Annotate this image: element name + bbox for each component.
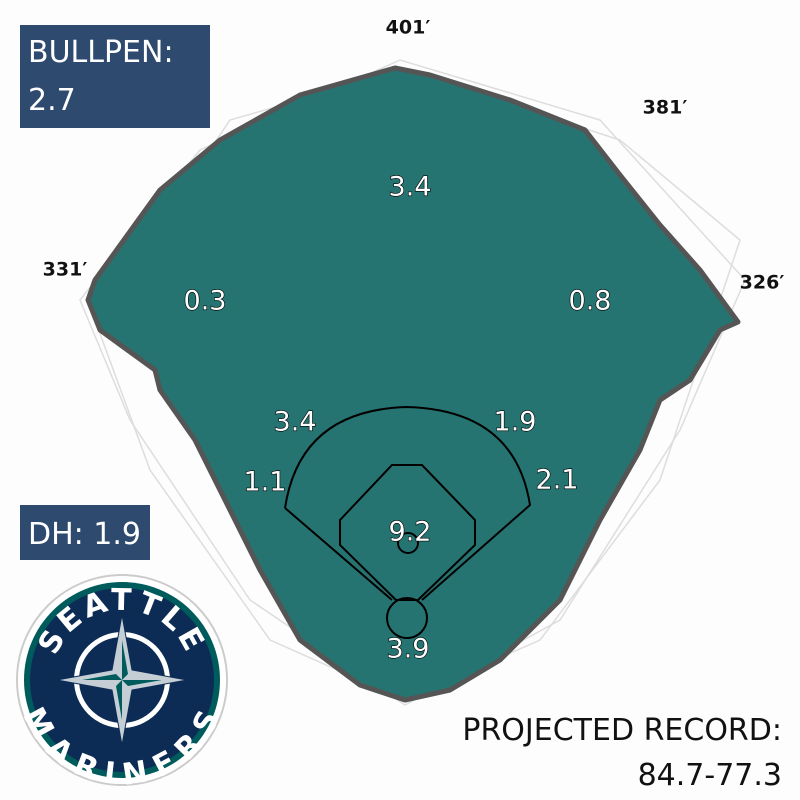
position-war: 3.4 (389, 172, 432, 203)
distance: 331′ (43, 259, 88, 281)
position-war: 9.2 (389, 517, 432, 548)
dh-box (20, 505, 150, 560)
bullpen-value: 2.7 (28, 83, 76, 118)
position-war: 1.9 (494, 407, 537, 438)
record-value: 84.7-77.3 (638, 758, 782, 793)
record-label: PROJECTED RECORD: (462, 713, 782, 748)
position-war: 0.3 (184, 286, 227, 317)
distance: 401′ (386, 17, 431, 39)
field (85, 65, 741, 703)
position-war: 3.4 (274, 407, 317, 438)
bullpen-label: BULLPEN: (28, 35, 174, 70)
bullpen-box (20, 25, 210, 128)
distance: 326′ (740, 272, 785, 294)
logo: SEATTLE MARINERS (16, 574, 228, 792)
distance: 381′ (643, 97, 688, 119)
position-war: 3.9 (387, 634, 430, 665)
position-war: 2.1 (536, 465, 579, 496)
infield (284, 405, 532, 639)
position-war: 0.8 (569, 286, 612, 317)
position-war: 1.1 (244, 467, 287, 498)
dh-text: DH: 1.9 (28, 517, 141, 552)
